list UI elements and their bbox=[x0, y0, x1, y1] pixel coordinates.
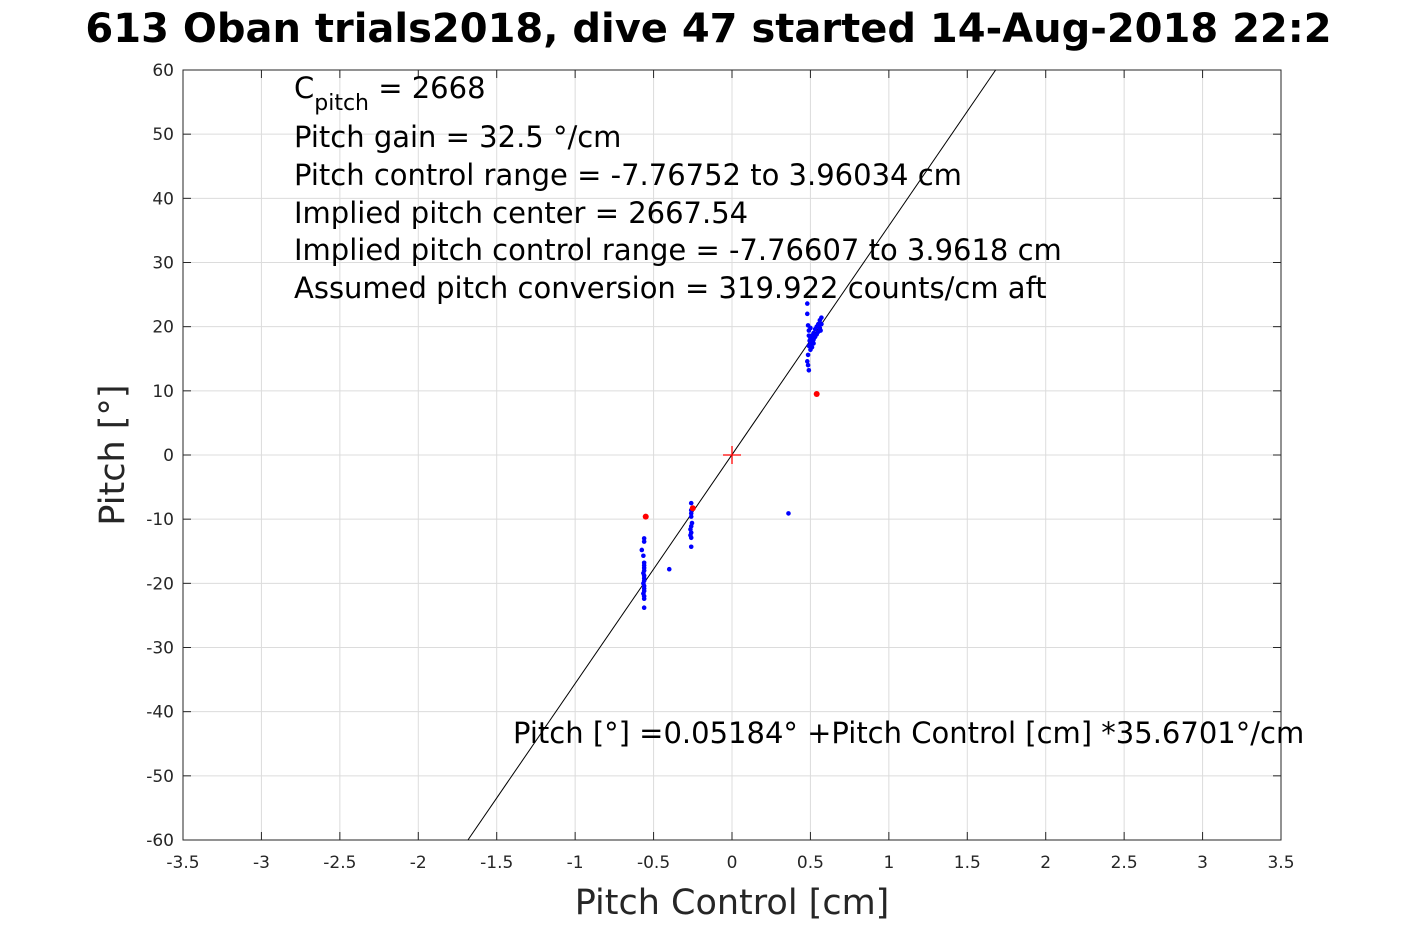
y-tick-label: -30 bbox=[146, 639, 174, 659]
annotations: Cpitch = 2668 Pitch gain = 32.5 °/cm Pit… bbox=[294, 71, 1304, 750]
good-point bbox=[688, 511, 694, 516]
annotation-cpitch: Cpitch = 2668 bbox=[294, 71, 486, 116]
good-point bbox=[819, 315, 824, 320]
x-tick-label: -3.5 bbox=[166, 853, 199, 873]
good-point bbox=[809, 344, 815, 350]
x-tick-label: 3.5 bbox=[1267, 853, 1294, 873]
chart-title: 613 Oban trials2018, dive 47 started 14-… bbox=[85, 6, 1332, 52]
points bbox=[639, 301, 824, 611]
x-tick-label: -3 bbox=[253, 853, 270, 873]
x-tick-label: -1.5 bbox=[480, 853, 513, 873]
annotation-fit: Pitch [°] =0.05184° +Pitch Control [cm] … bbox=[513, 716, 1304, 750]
good-point bbox=[811, 341, 816, 346]
good-point bbox=[641, 539, 647, 544]
good-point bbox=[805, 362, 811, 368]
x-tick-label: -0.5 bbox=[637, 853, 670, 873]
flagged-point bbox=[642, 513, 649, 520]
y-tick-label: 20 bbox=[152, 318, 174, 338]
y-tick-label: 60 bbox=[152, 61, 174, 81]
flagged-point bbox=[813, 391, 820, 398]
x-tick-label: -1 bbox=[567, 853, 584, 873]
y-tick-label: 30 bbox=[152, 254, 174, 274]
good-point bbox=[805, 352, 811, 358]
x-axis-label: Pitch Control [cm] bbox=[575, 883, 890, 923]
good-point bbox=[804, 359, 810, 364]
x-tick-label: 2 bbox=[1040, 853, 1051, 873]
x-tick-label: 0 bbox=[727, 853, 738, 873]
flagged-point bbox=[689, 505, 696, 512]
x-tick-label: -2 bbox=[410, 853, 427, 873]
annotation-center: Implied pitch center = 2667.54 bbox=[294, 196, 748, 230]
annotation-conversion: Assumed pitch conversion = 319.922 count… bbox=[294, 271, 1047, 305]
good-point bbox=[688, 535, 694, 541]
good-point bbox=[808, 325, 813, 331]
good-point bbox=[808, 335, 813, 341]
y-tick-label: -50 bbox=[146, 767, 174, 787]
ticks: -3.5 -3 -2.5 -2 -1.5 -1 -0.5 0 0.5 1 1.5 2 2.5 3 3.5 60… bbox=[146, 61, 1294, 873]
good-point bbox=[818, 328, 823, 333]
good-point bbox=[641, 596, 647, 602]
annotation-gain: Pitch gain = 32.5 °/cm bbox=[294, 120, 621, 154]
good-point bbox=[806, 368, 812, 373]
x-tick-label: 0.5 bbox=[797, 853, 824, 873]
good-point bbox=[804, 301, 810, 306]
x-tick-label: -2.5 bbox=[323, 853, 356, 873]
y-axis-label: Pitch [°] bbox=[93, 384, 133, 525]
y-tick-label: -10 bbox=[146, 510, 174, 530]
good-point bbox=[641, 605, 647, 611]
annotation-range: Pitch control range = -7.76752 to 3.9603… bbox=[294, 158, 962, 192]
y-tick-label: 40 bbox=[152, 189, 174, 209]
good-point bbox=[666, 566, 672, 572]
y-tick-label: -20 bbox=[146, 574, 174, 594]
good-point bbox=[786, 511, 791, 516]
x-tick-label: 1 bbox=[883, 853, 894, 873]
good-point bbox=[688, 544, 694, 550]
y-tick-label: 0 bbox=[163, 446, 174, 466]
y-tick-label: 10 bbox=[152, 382, 174, 402]
good-point bbox=[819, 321, 824, 327]
good-point bbox=[688, 514, 694, 519]
good-point bbox=[639, 547, 645, 553]
y-tick-label: 50 bbox=[152, 125, 174, 145]
x-tick-label: 2.5 bbox=[1111, 853, 1138, 873]
good-point bbox=[804, 311, 810, 317]
y-tick-label: -60 bbox=[146, 831, 174, 851]
good-point bbox=[688, 500, 694, 506]
x-tick-label: 3 bbox=[1197, 853, 1208, 873]
good-point bbox=[641, 553, 646, 559]
annotation-implied-range: Implied pitch control range = -7.76607 t… bbox=[294, 233, 1062, 267]
x-tick-label: 1.5 bbox=[954, 853, 981, 873]
y-tick-label: -40 bbox=[146, 703, 174, 723]
good-point bbox=[641, 536, 647, 541]
